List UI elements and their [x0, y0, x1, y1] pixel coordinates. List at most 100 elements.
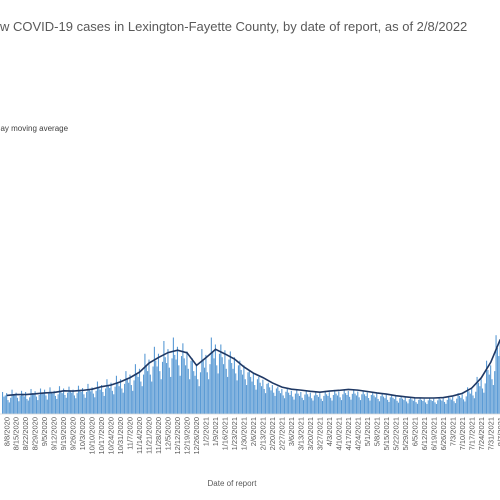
- daily-case-bar: [267, 382, 269, 414]
- daily-case-bar: [391, 395, 393, 414]
- daily-case-bar: [208, 379, 210, 414]
- daily-case-bar: [25, 391, 27, 414]
- daily-case-bar: [342, 394, 344, 414]
- daily-case-bar: [381, 393, 383, 414]
- daily-case-bar: [439, 399, 442, 414]
- daily-case-bar: [199, 372, 202, 414]
- daily-case-bar: [442, 398, 444, 414]
- x-tick-labels: 8/8/2020 8/15/2020 8/22/2020 8/29/2020 9/5/2…: [2, 417, 500, 455]
- daily-case-bar: [209, 364, 211, 414]
- daily-case-bar: [229, 351, 231, 414]
- x-tick-label: 11/28/2020: [154, 417, 163, 454]
- x-tick-label: 9/12/2020: [50, 417, 59, 450]
- daily-case-bar: [259, 382, 261, 414]
- daily-case-bar: [240, 369, 242, 414]
- daily-case-bar: [187, 368, 189, 414]
- daily-case-bar: [72, 389, 74, 414]
- daily-case-bar: [79, 390, 81, 414]
- daily-case-bar: [273, 392, 275, 414]
- daily-case-bar: [186, 351, 188, 414]
- daily-case-bar: [330, 397, 332, 414]
- x-tick-label: 7/3/2021: [448, 417, 457, 446]
- daily-case-bar: [132, 390, 134, 414]
- daily-case-bar: [290, 390, 292, 414]
- daily-case-bar: [366, 392, 368, 414]
- daily-case-bar: [73, 395, 75, 414]
- daily-case-bar: [29, 397, 31, 414]
- x-tick-label: 7/24/2021: [477, 417, 486, 450]
- daily-case-bar: [319, 393, 321, 414]
- daily-case-bar: [376, 393, 378, 414]
- daily-case-bar: [67, 392, 69, 414]
- x-tick-label: 1/2/2021: [202, 417, 211, 446]
- daily-case-bar: [113, 394, 115, 414]
- daily-case-bar: [414, 398, 416, 414]
- daily-case-bar: [86, 391, 88, 414]
- daily-case-bar: [410, 397, 412, 414]
- daily-case-bar: [326, 394, 328, 414]
- daily-case-bar: [248, 369, 250, 414]
- daily-case-bar: [122, 392, 124, 414]
- daily-case-bar: [373, 395, 375, 414]
- daily-case-bar: [437, 400, 439, 414]
- daily-case-bar: [490, 365, 492, 414]
- x-tick-label: 5/1/2021: [363, 417, 372, 446]
- daily-case-bar: [486, 360, 488, 414]
- daily-case-bar: [260, 386, 263, 414]
- daily-case-bar: [425, 402, 427, 414]
- daily-case-bar: [420, 399, 423, 414]
- daily-case-bar: [305, 391, 307, 414]
- x-tick-label: 11/14/2020: [135, 417, 144, 454]
- daily-case-bar: [491, 379, 493, 414]
- daily-case-bar: [15, 392, 17, 414]
- daily-case-bar: [191, 358, 193, 414]
- daily-case-bar: [16, 397, 19, 414]
- daily-case-bar: [407, 403, 409, 414]
- daily-case-bar: [401, 398, 404, 414]
- daily-case-bar: [353, 389, 355, 414]
- daily-case-bar: [370, 395, 372, 414]
- daily-case-bar: [464, 401, 466, 414]
- daily-case-bar: [76, 393, 78, 414]
- daily-case-bar: [143, 374, 145, 414]
- daily-case-bar: [99, 389, 101, 414]
- x-tick-label: 12/5/2020: [164, 417, 173, 450]
- daily-case-bar: [4, 395, 6, 414]
- daily-case-bar: [105, 388, 107, 414]
- daily-case-bar: [151, 381, 153, 414]
- daily-case-bar: [160, 379, 162, 414]
- daily-case-bar: [224, 350, 226, 414]
- daily-case-bar: [321, 401, 324, 414]
- x-tick-label: 10/10/2020: [88, 417, 97, 455]
- daily-case-bar: [106, 379, 108, 414]
- daily-case-bar: [178, 365, 180, 414]
- x-tick-label: 10/3/2020: [78, 417, 87, 450]
- daily-case-bar: [141, 386, 143, 414]
- x-tick-label: 8/8/2020: [2, 417, 11, 446]
- daily-case-bar: [331, 400, 333, 414]
- daily-case-bar: [423, 398, 425, 414]
- daily-case-bar: [350, 399, 352, 414]
- daily-case-bar: [84, 397, 86, 414]
- daily-case-bar: [57, 394, 59, 414]
- daily-case-bar: [275, 388, 277, 414]
- daily-case-bar: [137, 376, 139, 414]
- daily-case-bar: [349, 396, 351, 414]
- daily-case-bar: [71, 392, 73, 414]
- x-axis-title: Date of report: [208, 479, 258, 488]
- daily-case-bar: [445, 403, 447, 414]
- daily-case-bar: [46, 399, 48, 414]
- daily-case-bar: [397, 402, 399, 414]
- daily-case-bar: [247, 372, 249, 414]
- daily-case-bar: [45, 395, 47, 414]
- daily-case-bar: [346, 395, 348, 414]
- daily-case-bar: [365, 396, 367, 414]
- daily-case-bar: [338, 391, 340, 414]
- x-tick-label: 10/17/2020: [97, 417, 106, 455]
- x-tick-label: 7/31/2021: [486, 417, 495, 450]
- daily-case-bar: [441, 400, 443, 414]
- x-tick-label: 2/13/2021: [258, 417, 267, 450]
- daily-case-bar: [147, 371, 149, 414]
- daily-case-bar: [14, 394, 16, 414]
